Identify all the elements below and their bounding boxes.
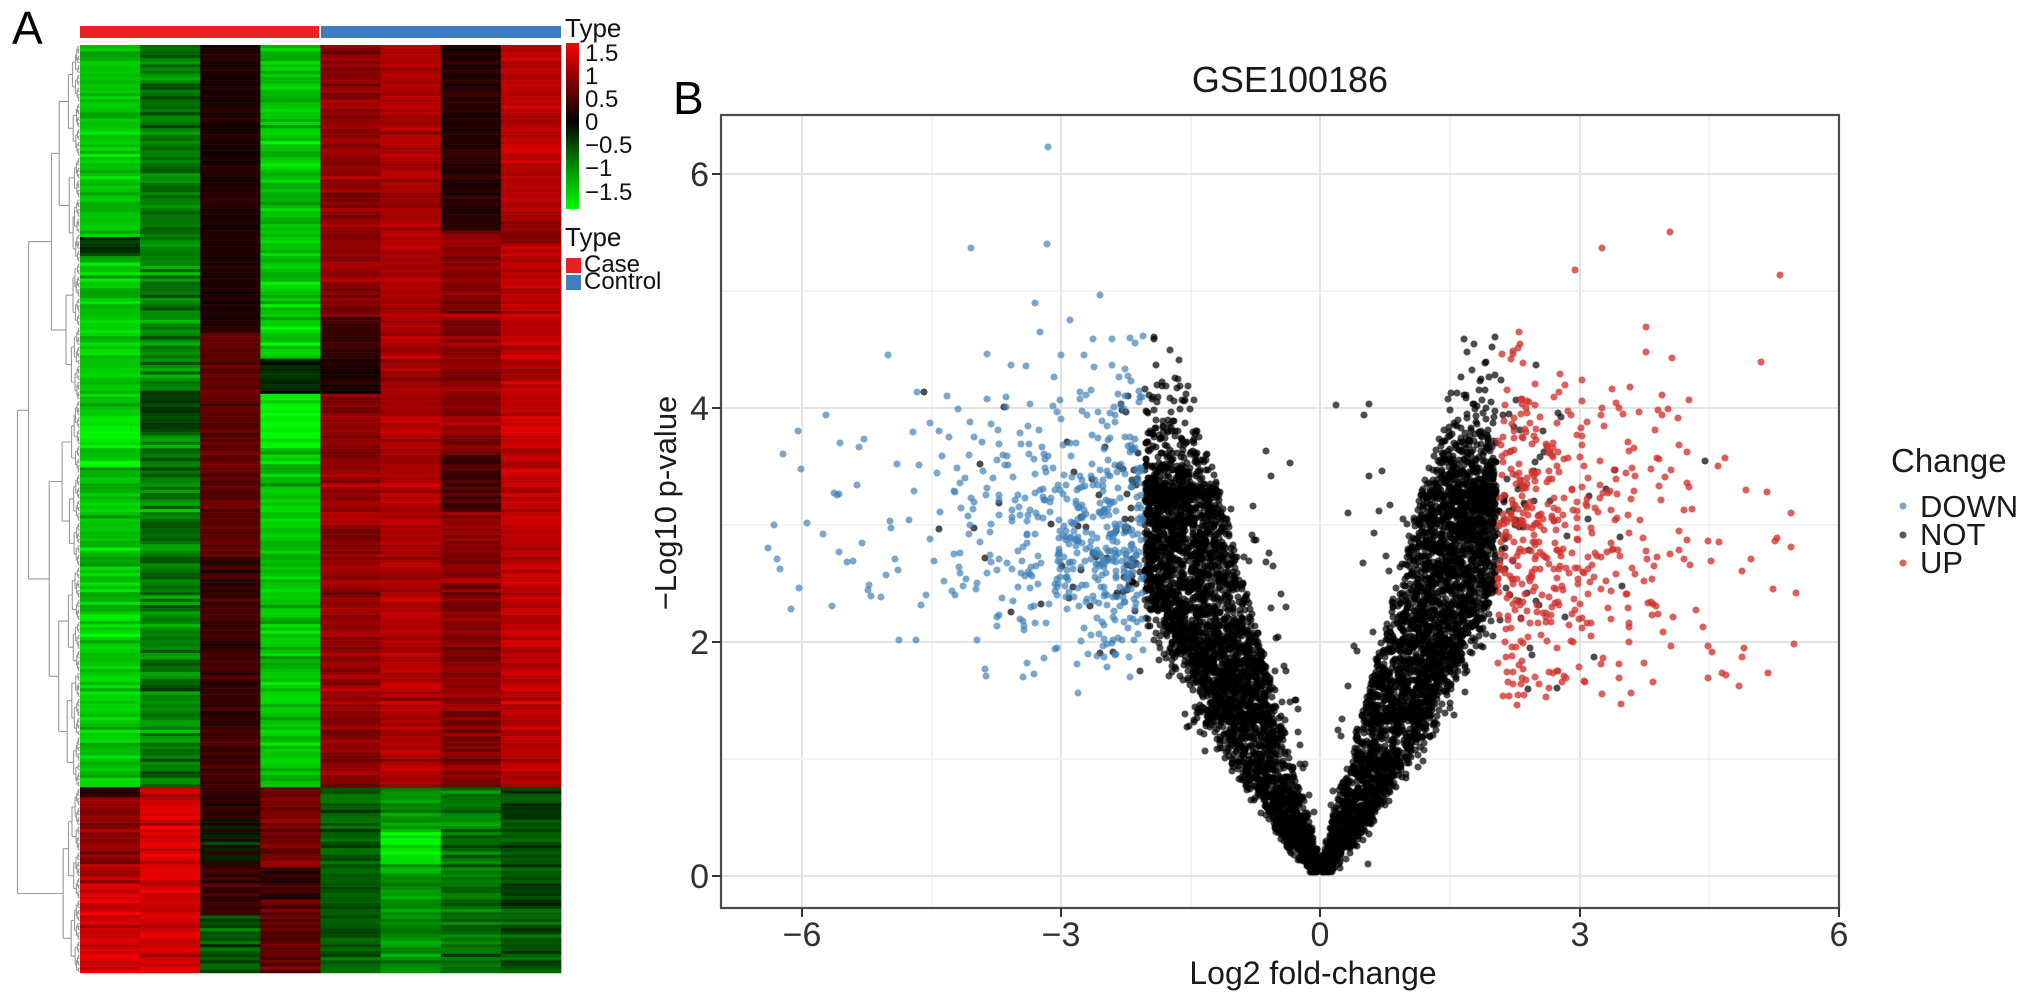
svg-text:A: A — [12, 2, 43, 54]
svg-text:1: 1 — [585, 63, 598, 90]
svg-text:−3: −3 — [1042, 916, 1081, 954]
svg-text:0.5: 0.5 — [585, 86, 618, 113]
svg-text:−Log10 p-value: −Log10 p-value — [648, 396, 683, 611]
svg-text:0: 0 — [1311, 916, 1330, 954]
svg-text:−1: −1 — [585, 155, 612, 182]
svg-text:6: 6 — [1830, 916, 1849, 954]
svg-text:Type: Type — [565, 13, 621, 43]
svg-text:−0.5: −0.5 — [585, 132, 632, 159]
svg-text:Log2 fold-change: Log2 fold-change — [1189, 955, 1436, 991]
svg-text:2: 2 — [690, 624, 709, 662]
svg-text:Control: Control — [584, 268, 661, 295]
svg-text:Case: Case — [584, 251, 640, 278]
svg-text:0: 0 — [585, 109, 598, 136]
svg-text:GSE100186: GSE100186 — [1192, 59, 1388, 100]
svg-text:−6: −6 — [783, 916, 822, 954]
svg-text:Type: Type — [565, 222, 621, 252]
svg-text:B: B — [673, 72, 704, 124]
svg-text:3: 3 — [1571, 916, 1590, 954]
svg-text:1.5: 1.5 — [585, 40, 618, 67]
svg-text:0: 0 — [690, 858, 709, 896]
svg-text:6: 6 — [690, 156, 709, 194]
svg-text:4: 4 — [690, 390, 709, 428]
svg-text:−1.5: −1.5 — [585, 179, 632, 206]
